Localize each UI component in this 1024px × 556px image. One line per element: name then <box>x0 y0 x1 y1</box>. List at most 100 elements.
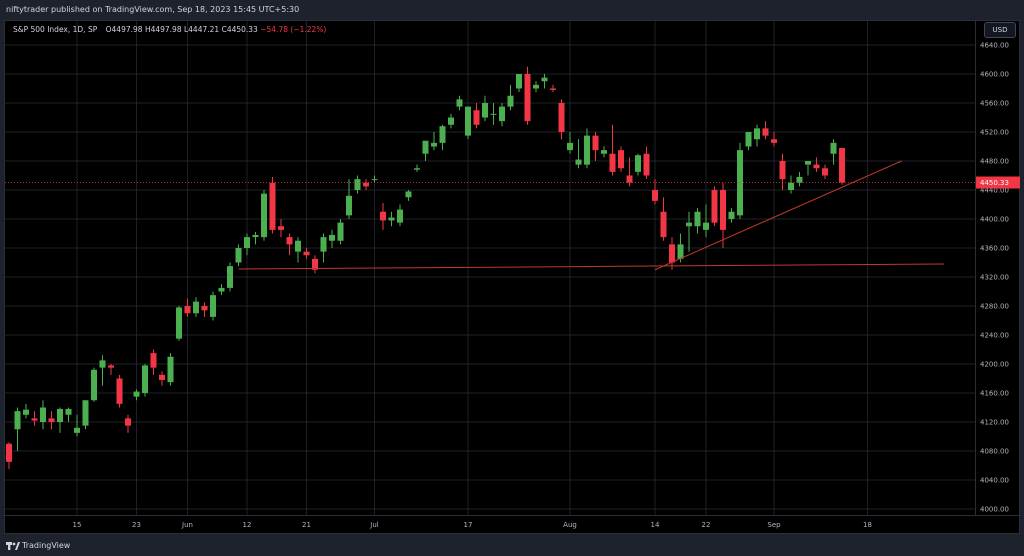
candle <box>295 237 301 263</box>
price-axis: 4640.00 4600.00 4560.00 4520.00 4480.00 4440.… <box>976 42 1020 514</box>
candle-body <box>405 191 412 198</box>
candle <box>14 407 21 451</box>
candle <box>354 175 361 194</box>
candle <box>388 211 395 227</box>
candle <box>456 95 463 111</box>
candle <box>6 442 12 470</box>
candle-body <box>635 155 641 172</box>
candle <box>805 161 811 176</box>
candle-body <box>320 237 327 252</box>
candle-body <box>439 126 446 143</box>
candle-body <box>193 301 199 314</box>
candle-body <box>414 168 420 170</box>
candle-body <box>65 408 72 415</box>
price-tick-label: 4080.00 <box>980 448 1009 456</box>
candle <box>533 81 539 93</box>
candle <box>405 190 412 201</box>
candle <box>193 297 199 317</box>
time-tick-label: 12 <box>243 521 252 529</box>
candle <box>499 103 505 127</box>
candle <box>694 208 701 234</box>
price-scale[interactable]: 4640.00 4600.00 4560.00 4520.00 4480.00 4440.… <box>976 20 1020 516</box>
candle-body <box>40 407 46 422</box>
candle-body <box>397 209 403 223</box>
candle-body <box>575 159 582 165</box>
candle-body <box>431 142 437 147</box>
candle-body <box>448 117 454 125</box>
candle-body <box>227 266 233 288</box>
candle-body <box>779 161 786 180</box>
time-tick-label: Sep <box>767 521 781 529</box>
candle <box>91 367 97 402</box>
candle-body <box>601 150 607 154</box>
price-tick-label: 4360.00 <box>980 245 1009 253</box>
candle <box>74 414 80 437</box>
time-scale[interactable]: 15 23 Jun 12 21 Jul 17 Aug 14 22 Sep 18 <box>4 516 1020 534</box>
candle-body <box>796 176 803 183</box>
candle-body <box>346 195 352 216</box>
candle-body <box>516 74 522 89</box>
time-axis: 15 23 Jun 12 21 Jul 17 Aug 14 22 Sep 18 <box>73 521 872 529</box>
candle-body <box>499 106 505 122</box>
candle <box>201 302 208 317</box>
price-tick-label: 4200.00 <box>980 361 1009 369</box>
candle <box>643 146 650 180</box>
candle <box>167 353 174 386</box>
candle-body <box>235 248 242 263</box>
candle <box>210 291 216 321</box>
candle-body <box>312 258 318 270</box>
candle-body <box>74 427 80 433</box>
candle <box>686 211 692 252</box>
price-chart[interactable] <box>5 21 975 515</box>
candle <box>439 124 446 151</box>
time-tick-label: 23 <box>132 521 141 529</box>
candle <box>82 400 89 430</box>
candle <box>125 414 131 433</box>
candle-body <box>380 211 386 221</box>
price-tick-label: 4640.00 <box>980 42 1009 50</box>
candle-body <box>354 179 361 190</box>
candle <box>796 171 803 187</box>
candle-body <box>720 190 726 230</box>
price-tick-label: 4400.00 <box>980 216 1009 224</box>
candle <box>635 153 641 176</box>
price-tick-label: 4560.00 <box>980 100 1009 108</box>
candle-body <box>252 234 259 238</box>
candle-body <box>533 84 539 89</box>
legend-change: −54.78 (−1.22%) <box>260 25 327 34</box>
candle-body <box>125 418 131 426</box>
candle-body <box>507 95 514 107</box>
candle <box>422 140 429 161</box>
candle <box>669 237 675 270</box>
candle-body <box>167 356 174 383</box>
candle-body <box>278 226 284 230</box>
candle-body <box>822 168 828 176</box>
price-tick-label: 4600.00 <box>980 71 1009 79</box>
candle-body <box>91 369 97 401</box>
candle <box>252 232 259 245</box>
candle-body <box>805 161 811 165</box>
candle-body <box>337 222 344 241</box>
candle <box>558 99 565 140</box>
candle-body <box>295 240 301 252</box>
candle <box>830 139 837 165</box>
legend-open: O4497.98 <box>105 25 143 34</box>
candle <box>541 74 548 89</box>
tradingview-logo-icon <box>6 542 20 550</box>
candle <box>371 175 378 183</box>
candle-body <box>57 408 63 422</box>
currency-button[interactable]: USD <box>984 22 1016 38</box>
chart-pane[interactable]: S&P 500 Index, 1D, SP O4497.98 H4497.98 … <box>4 20 976 533</box>
candle <box>346 179 352 219</box>
candle <box>660 197 667 241</box>
price-tick-label: 4040.00 <box>980 477 1009 485</box>
candle <box>754 124 760 147</box>
candle <box>320 233 327 263</box>
candle <box>303 248 310 259</box>
candle-body <box>754 128 760 140</box>
candle <box>524 66 531 125</box>
candle <box>286 233 293 256</box>
candle <box>65 407 72 422</box>
candle <box>363 179 369 190</box>
candle-body <box>99 360 106 368</box>
